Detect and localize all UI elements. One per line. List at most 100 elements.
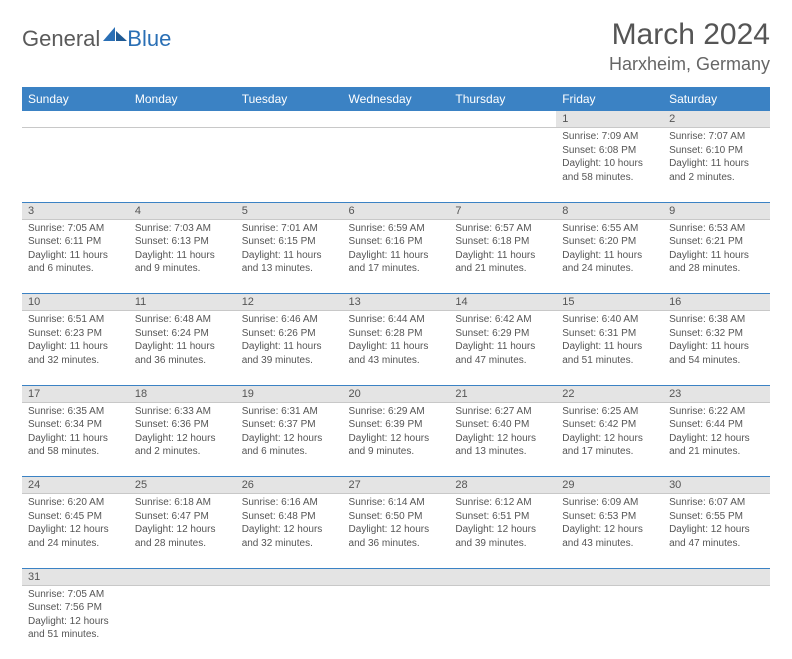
day-cell: 11 bbox=[129, 294, 236, 311]
detail-line: and 9 minutes. bbox=[349, 445, 444, 459]
day-number: 1 bbox=[556, 111, 663, 127]
detail-line: Sunset: 6:37 PM bbox=[242, 418, 337, 432]
detail-line: Sunset: 6:34 PM bbox=[28, 418, 123, 432]
day-cell: 3 bbox=[22, 202, 129, 219]
day-cell: 18 bbox=[129, 385, 236, 402]
day-number: 2 bbox=[663, 111, 770, 127]
detail-line: Sunset: 6:31 PM bbox=[562, 327, 657, 341]
detail-line: Daylight: 12 hours bbox=[28, 523, 123, 537]
detail-line: Daylight: 10 hours bbox=[562, 157, 657, 171]
detail-line: Daylight: 12 hours bbox=[242, 432, 337, 446]
detail-line: Sunset: 6:51 PM bbox=[455, 510, 550, 524]
content-row: Sunrise: 7:05 AMSunset: 6:11 PMDaylight:… bbox=[22, 219, 770, 293]
day-number: 7 bbox=[449, 203, 556, 219]
day-content-cell: Sunrise: 7:05 AMSunset: 7:56 PMDaylight:… bbox=[22, 585, 129, 659]
detail-line: Daylight: 11 hours bbox=[669, 249, 764, 263]
detail-line: Daylight: 11 hours bbox=[669, 340, 764, 354]
detail-line: and 13 minutes. bbox=[455, 445, 550, 459]
weekday-header: Tuesday bbox=[236, 87, 343, 111]
day-cell: 22 bbox=[556, 385, 663, 402]
day-details: Sunrise: 6:33 AMSunset: 6:36 PMDaylight:… bbox=[129, 403, 236, 463]
day-number: 22 bbox=[556, 386, 663, 402]
day-details: Sunrise: 7:01 AMSunset: 6:15 PMDaylight:… bbox=[236, 220, 343, 280]
detail-line: Sunset: 6:32 PM bbox=[669, 327, 764, 341]
day-cell: 8 bbox=[556, 202, 663, 219]
detail-line: Sunrise: 6:55 AM bbox=[562, 222, 657, 236]
day-content-cell: Sunrise: 6:12 AMSunset: 6:51 PMDaylight:… bbox=[449, 494, 556, 568]
day-cell: 7 bbox=[449, 202, 556, 219]
day-number: 20 bbox=[343, 386, 450, 402]
day-number: 15 bbox=[556, 294, 663, 310]
location-label: Harxheim, Germany bbox=[609, 54, 770, 75]
detail-line: Sunrise: 7:05 AM bbox=[28, 588, 123, 602]
detail-line: and 17 minutes. bbox=[562, 445, 657, 459]
detail-line: Daylight: 12 hours bbox=[242, 523, 337, 537]
weekday-header: Thursday bbox=[449, 87, 556, 111]
day-cell bbox=[449, 111, 556, 128]
day-details: Sunrise: 6:12 AMSunset: 6:51 PMDaylight:… bbox=[449, 494, 556, 554]
detail-line: Sunrise: 6:14 AM bbox=[349, 496, 444, 510]
daynum-row: 12 bbox=[22, 111, 770, 128]
detail-line: Daylight: 11 hours bbox=[562, 249, 657, 263]
detail-line: Daylight: 12 hours bbox=[562, 523, 657, 537]
day-details: Sunrise: 6:59 AMSunset: 6:16 PMDaylight:… bbox=[343, 220, 450, 280]
day-number: 4 bbox=[129, 203, 236, 219]
day-number: 31 bbox=[22, 569, 129, 585]
day-details: Sunrise: 7:03 AMSunset: 6:13 PMDaylight:… bbox=[129, 220, 236, 280]
day-cell: 9 bbox=[663, 202, 770, 219]
detail-line: Sunset: 6:18 PM bbox=[455, 235, 550, 249]
detail-line: and 21 minutes. bbox=[455, 262, 550, 276]
day-details: Sunrise: 6:55 AMSunset: 6:20 PMDaylight:… bbox=[556, 220, 663, 280]
detail-line: Sunset: 6:39 PM bbox=[349, 418, 444, 432]
day-cell: 28 bbox=[449, 477, 556, 494]
day-cell bbox=[449, 568, 556, 585]
detail-line: and 13 minutes. bbox=[242, 262, 337, 276]
day-cell: 30 bbox=[663, 477, 770, 494]
day-content-cell: Sunrise: 6:16 AMSunset: 6:48 PMDaylight:… bbox=[236, 494, 343, 568]
day-details: Sunrise: 7:05 AMSunset: 6:11 PMDaylight:… bbox=[22, 220, 129, 280]
brand-part1: General bbox=[22, 26, 100, 52]
day-content-cell: Sunrise: 6:38 AMSunset: 6:32 PMDaylight:… bbox=[663, 311, 770, 385]
day-details: Sunrise: 6:29 AMSunset: 6:39 PMDaylight:… bbox=[343, 403, 450, 463]
day-content-cell: Sunrise: 6:55 AMSunset: 6:20 PMDaylight:… bbox=[556, 219, 663, 293]
day-content-cell: Sunrise: 6:42 AMSunset: 6:29 PMDaylight:… bbox=[449, 311, 556, 385]
detail-line: Daylight: 12 hours bbox=[135, 523, 230, 537]
day-details: Sunrise: 7:07 AMSunset: 6:10 PMDaylight:… bbox=[663, 128, 770, 188]
detail-line: Sunrise: 6:46 AM bbox=[242, 313, 337, 327]
day-content-cell: Sunrise: 7:09 AMSunset: 6:08 PMDaylight:… bbox=[556, 128, 663, 202]
day-cell: 29 bbox=[556, 477, 663, 494]
detail-line: Daylight: 12 hours bbox=[669, 432, 764, 446]
detail-line: Daylight: 12 hours bbox=[349, 432, 444, 446]
day-content-cell bbox=[449, 128, 556, 202]
day-details: Sunrise: 6:44 AMSunset: 6:28 PMDaylight:… bbox=[343, 311, 450, 371]
day-number: 5 bbox=[236, 203, 343, 219]
day-details: Sunrise: 6:46 AMSunset: 6:26 PMDaylight:… bbox=[236, 311, 343, 371]
detail-line: and 47 minutes. bbox=[455, 354, 550, 368]
detail-line: Sunrise: 6:44 AM bbox=[349, 313, 444, 327]
detail-line: Sunset: 6:44 PM bbox=[669, 418, 764, 432]
detail-line: Sunrise: 6:48 AM bbox=[135, 313, 230, 327]
day-number: 28 bbox=[449, 477, 556, 493]
detail-line: and 6 minutes. bbox=[242, 445, 337, 459]
day-cell: 21 bbox=[449, 385, 556, 402]
day-content-cell bbox=[129, 128, 236, 202]
day-content-cell bbox=[663, 585, 770, 659]
day-details: Sunrise: 6:09 AMSunset: 6:53 PMDaylight:… bbox=[556, 494, 663, 554]
detail-line: Sunset: 7:56 PM bbox=[28, 601, 123, 615]
detail-line: and 32 minutes. bbox=[242, 537, 337, 551]
day-content-cell: Sunrise: 6:33 AMSunset: 6:36 PMDaylight:… bbox=[129, 402, 236, 476]
day-content-cell: Sunrise: 6:27 AMSunset: 6:40 PMDaylight:… bbox=[449, 402, 556, 476]
detail-line: Daylight: 12 hours bbox=[669, 523, 764, 537]
day-content-cell bbox=[236, 128, 343, 202]
day-cell: 4 bbox=[129, 202, 236, 219]
day-number: 14 bbox=[449, 294, 556, 310]
detail-line: Sunrise: 6:42 AM bbox=[455, 313, 550, 327]
day-details: Sunrise: 6:57 AMSunset: 6:18 PMDaylight:… bbox=[449, 220, 556, 280]
day-number: 30 bbox=[663, 477, 770, 493]
day-content-cell bbox=[129, 585, 236, 659]
day-cell: 26 bbox=[236, 477, 343, 494]
day-number: 25 bbox=[129, 477, 236, 493]
detail-line: Sunset: 6:28 PM bbox=[349, 327, 444, 341]
detail-line: Daylight: 11 hours bbox=[242, 340, 337, 354]
detail-line: Sunrise: 6:33 AM bbox=[135, 405, 230, 419]
